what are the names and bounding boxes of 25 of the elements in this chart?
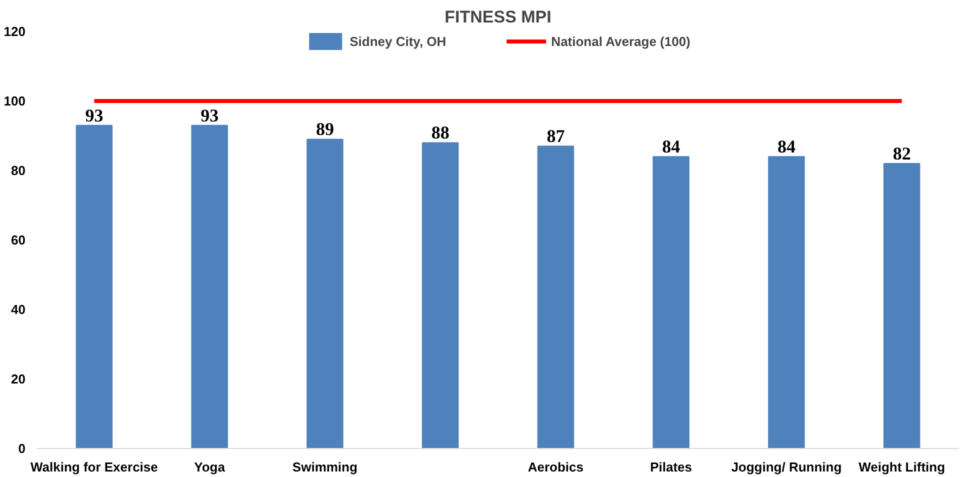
y-tick-label: 40 bbox=[11, 302, 26, 317]
y-tick-label: 60 bbox=[11, 232, 26, 248]
data-label: 84 bbox=[662, 136, 680, 157]
y-tick-label: 80 bbox=[11, 163, 26, 178]
data-label: 89 bbox=[316, 119, 334, 140]
y-tick-label: 120 bbox=[4, 24, 26, 39]
data-label: 88 bbox=[431, 122, 450, 143]
legend-label: National Average (100) bbox=[551, 34, 690, 48]
data-label: 82 bbox=[892, 144, 911, 164]
x-tick-label: Walking for Exercise bbox=[30, 460, 158, 474]
x-tick-label: Weight Lifting bbox=[858, 460, 946, 474]
x-tick-label: Yoga bbox=[194, 460, 226, 474]
data-label: 84 bbox=[777, 136, 796, 157]
y-tick-label: 20 bbox=[11, 372, 26, 386]
x-tick-label: Pilates bbox=[650, 460, 692, 474]
x-tick-label: Swimming bbox=[292, 460, 358, 474]
legend-label: Sidney City, OH bbox=[350, 34, 446, 48]
y-tick-label: 100 bbox=[4, 94, 26, 108]
x-tick-label: Aerobics bbox=[528, 460, 584, 474]
x-tick-label: Jogging/ Running bbox=[731, 460, 842, 474]
chart-title: FITNESS MPI bbox=[444, 8, 552, 26]
data-label: 93 bbox=[200, 105, 219, 126]
data-label: 93 bbox=[85, 105, 104, 126]
data-label: 87 bbox=[546, 126, 565, 146]
y-tick-label: 0 bbox=[18, 441, 26, 456]
